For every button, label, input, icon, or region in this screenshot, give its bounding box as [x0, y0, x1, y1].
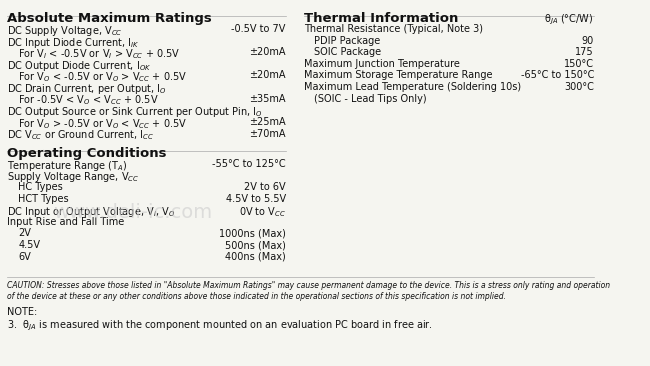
Text: -55°C to 125°C: -55°C to 125°C: [212, 159, 286, 169]
Text: -0.5V to 7V: -0.5V to 7V: [231, 24, 286, 34]
Text: of the device at these or any other conditions above those indicated in the oper: of the device at these or any other cond…: [7, 292, 506, 301]
Text: -65°C to 150°C: -65°C to 150°C: [521, 70, 594, 81]
Text: Maximum Junction Temperature: Maximum Junction Temperature: [304, 59, 460, 69]
Text: Absolute Maximum Ratings: Absolute Maximum Ratings: [7, 12, 212, 25]
Text: Maximum Storage Temperature Range: Maximum Storage Temperature Range: [304, 70, 492, 81]
Text: 6V: 6V: [18, 252, 31, 262]
Text: DC Output Source or Sink Current per Output Pin, I$_{O}$: DC Output Source or Sink Current per Out…: [7, 105, 263, 119]
Text: ±35mA: ±35mA: [249, 94, 286, 104]
Text: CAUTION: Stresses above those listed in "Absolute Maximum Ratings" may cause per: CAUTION: Stresses above those listed in …: [7, 281, 610, 290]
Text: For V$_{O}$ < -0.5V or V$_{O}$ > V$_{CC}$ + 0.5V: For V$_{O}$ < -0.5V or V$_{O}$ > V$_{CC}…: [18, 70, 187, 84]
Text: ±25mA: ±25mA: [249, 117, 286, 127]
Text: For V$_{O}$ > -0.5V or V$_{O}$ < V$_{CC}$ + 0.5V: For V$_{O}$ > -0.5V or V$_{O}$ < V$_{CC}…: [18, 117, 187, 131]
Text: HCT Types: HCT Types: [18, 194, 69, 203]
Text: Thermal Resistance (Typical, Note 3): Thermal Resistance (Typical, Note 3): [304, 24, 483, 34]
Text: HC Types: HC Types: [18, 182, 63, 192]
Text: 500ns (Max): 500ns (Max): [225, 240, 286, 250]
Text: SOIC Package: SOIC Package: [315, 47, 382, 57]
Text: DC Input Diode Current, I$_{IK}$: DC Input Diode Current, I$_{IK}$: [7, 36, 140, 49]
Text: 150°C: 150°C: [564, 59, 594, 69]
Text: NOTE:: NOTE:: [7, 307, 38, 317]
Text: Supply Voltage Range, V$_{CC}$: Supply Voltage Range, V$_{CC}$: [7, 170, 140, 184]
Text: 0V to V$_{CC}$: 0V to V$_{CC}$: [239, 205, 286, 219]
Text: 2V: 2V: [18, 228, 31, 239]
Text: ±20mA: ±20mA: [249, 47, 286, 57]
Text: 400ns (Max): 400ns (Max): [225, 252, 286, 262]
Text: 175: 175: [575, 47, 594, 57]
Text: 1000ns (Max): 1000ns (Max): [219, 228, 286, 239]
Text: (SOIC - Lead Tips Only): (SOIC - Lead Tips Only): [315, 94, 427, 104]
Text: Temperature Range (T$_{A}$): Temperature Range (T$_{A}$): [7, 159, 128, 173]
Text: 4.5V to 5.5V: 4.5V to 5.5V: [226, 194, 286, 203]
Text: PDIP Package: PDIP Package: [315, 36, 381, 45]
Text: www.deli-ic.com: www.deli-ic.com: [53, 202, 213, 221]
Text: DC Input or Output Voltage, V$_{I}$, V$_{O}$: DC Input or Output Voltage, V$_{I}$, V$_…: [7, 205, 176, 219]
Text: 3.  θ$_{JA}$ is measured with the component mounted on an evaluation PC board in: 3. θ$_{JA}$ is measured with the compone…: [7, 318, 434, 333]
Text: θ$_{JA}$ (°C/W): θ$_{JA}$ (°C/W): [545, 12, 594, 27]
Text: 4.5V: 4.5V: [18, 240, 40, 250]
Text: 90: 90: [582, 36, 594, 45]
Text: DC Drain Current, per Output, I$_{O}$: DC Drain Current, per Output, I$_{O}$: [7, 82, 167, 96]
Text: For -0.5V < V$_{O}$ < V$_{CC}$ + 0.5V: For -0.5V < V$_{O}$ < V$_{CC}$ + 0.5V: [18, 94, 159, 108]
Text: ±20mA: ±20mA: [249, 70, 286, 81]
Text: DC V$_{CC}$ or Ground Current, I$_{CC}$: DC V$_{CC}$ or Ground Current, I$_{CC}$: [7, 128, 155, 142]
Text: Operating Conditions: Operating Conditions: [7, 147, 167, 160]
Text: Maximum Lead Temperature (Soldering 10s): Maximum Lead Temperature (Soldering 10s): [304, 82, 521, 92]
Text: 300°C: 300°C: [564, 82, 594, 92]
Text: Thermal Information: Thermal Information: [304, 12, 458, 25]
Text: For V$_{I}$ < -0.5V or V$_{I}$ > V$_{CC}$ + 0.5V: For V$_{I}$ < -0.5V or V$_{I}$ > V$_{CC}…: [18, 47, 181, 61]
Text: DC Supply Voltage, V$_{CC}$: DC Supply Voltage, V$_{CC}$: [7, 24, 123, 38]
Text: DC Output Diode Current, I$_{OK}$: DC Output Diode Current, I$_{OK}$: [7, 59, 151, 73]
Text: 2V to 6V: 2V to 6V: [244, 182, 286, 192]
Text: ±70mA: ±70mA: [249, 128, 286, 138]
Text: Input Rise and Fall Time: Input Rise and Fall Time: [7, 217, 125, 227]
